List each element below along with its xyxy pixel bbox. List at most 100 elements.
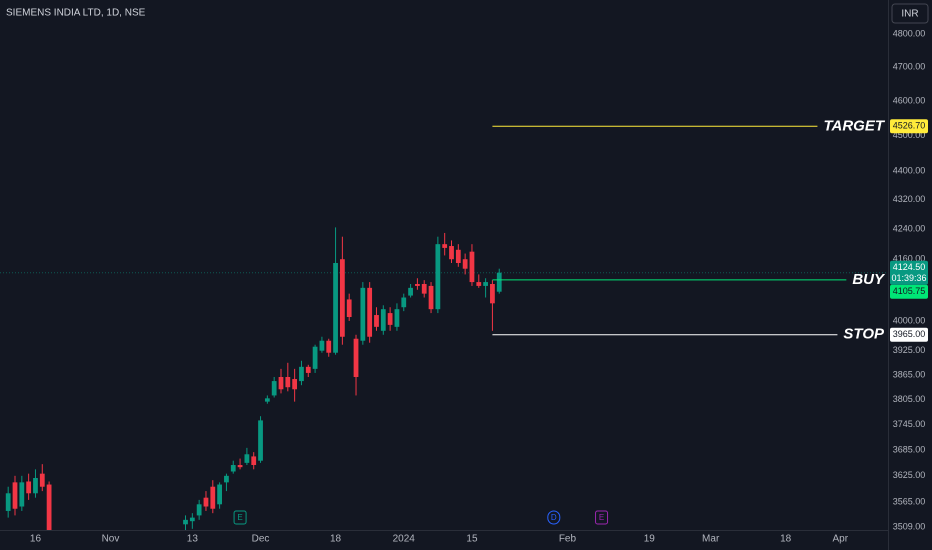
level-label: STOP xyxy=(843,326,885,343)
chart-title: SIEMENS INDIA LTD, 1D, NSE xyxy=(6,8,146,19)
candle-body xyxy=(339,259,345,337)
x-tick-label: Mar xyxy=(702,534,720,545)
y-tick-label: 3745.00 xyxy=(893,419,926,429)
candle-body xyxy=(435,244,441,310)
candle-body xyxy=(258,420,263,461)
event-label[interactable]: E xyxy=(599,513,604,522)
candle-body xyxy=(312,346,318,369)
candle-body xyxy=(203,497,209,507)
candle-body xyxy=(442,244,448,248)
x-tick-label: 2024 xyxy=(393,534,416,545)
candle-body xyxy=(483,282,488,286)
y-tick-label: 4800.00 xyxy=(893,28,926,38)
candle-body xyxy=(230,465,236,472)
x-tick-label: Feb xyxy=(559,534,577,545)
level-price-label: 4526.70 xyxy=(893,121,926,131)
y-tick-label: 4600.00 xyxy=(893,95,926,105)
candle-body xyxy=(217,484,222,505)
level-price-label: 4105.75 xyxy=(893,286,926,296)
candle-body xyxy=(46,484,52,530)
candle-body xyxy=(346,299,352,318)
candle-body xyxy=(299,366,304,382)
y-tick-label: 3625.00 xyxy=(893,470,926,480)
event-marker[interactable] xyxy=(547,510,561,525)
x-tick-label: Apr xyxy=(832,534,848,545)
y-tick-label: 3865.00 xyxy=(893,369,926,379)
y-tick-label: 3805.00 xyxy=(893,394,926,404)
candle-body xyxy=(401,297,407,308)
candle-body xyxy=(455,249,461,264)
candle-body xyxy=(490,284,495,304)
candle-body xyxy=(278,376,284,390)
y-tick-label: 4320.00 xyxy=(893,194,926,204)
candle-body xyxy=(428,285,434,310)
candle-body xyxy=(264,398,270,402)
candle-body xyxy=(462,259,468,269)
y-tick-label: 3509.00 xyxy=(893,521,926,531)
y-tick-label: 4400.00 xyxy=(893,165,926,175)
x-tick-label: Nov xyxy=(102,534,120,545)
candle-body xyxy=(244,454,250,463)
candle-body xyxy=(353,338,359,377)
x-tick-label: 13 xyxy=(187,534,199,545)
y-tick-label: 4500.00 xyxy=(893,130,926,140)
y-tick-label: 4700.00 xyxy=(893,62,926,72)
candle-body xyxy=(271,381,277,396)
candle-body xyxy=(496,272,502,292)
candle-body xyxy=(285,376,291,388)
candle-body xyxy=(33,478,38,494)
candle-body xyxy=(476,282,482,286)
candle-body xyxy=(12,482,18,509)
event-marker[interactable] xyxy=(595,510,609,525)
level-label: BUY xyxy=(852,271,886,288)
candle-body xyxy=(39,473,45,487)
candle-body xyxy=(374,315,379,327)
event-label[interactable]: D xyxy=(551,513,557,522)
x-tick-label: Dec xyxy=(252,534,270,545)
candle-body xyxy=(380,309,386,331)
candle-body xyxy=(237,465,243,468)
last-price-label: 4124.50 xyxy=(893,262,926,272)
plot-area xyxy=(0,125,888,530)
level-price-box xyxy=(890,327,928,342)
currency-label[interactable]: INR xyxy=(901,9,918,20)
x-tick-label: 18 xyxy=(780,534,792,545)
x-tick-label: 18 xyxy=(330,534,342,545)
y-tick-label: 4160.00 xyxy=(893,254,926,264)
candle-body xyxy=(26,481,32,494)
countdown-label: 01:39:36 xyxy=(891,273,926,283)
candle-body xyxy=(319,340,325,351)
candle-body xyxy=(196,504,202,516)
x-tick-label: 16 xyxy=(30,534,42,545)
axes: 3509.00 3565.00 3625.00 3685.00 3745.00 3805.… xyxy=(30,28,928,545)
level-price-box xyxy=(890,284,928,299)
candle-body xyxy=(387,313,393,325)
candle-body xyxy=(305,366,311,373)
candle-body xyxy=(19,482,25,507)
candle-body xyxy=(394,309,400,327)
y-tick-label: 4240.00 xyxy=(893,224,926,234)
y-tick-label: 4000.00 xyxy=(893,315,926,325)
candle-body xyxy=(224,475,229,483)
event-label[interactable]: E xyxy=(237,513,242,522)
candle-body xyxy=(469,251,475,283)
candle-body xyxy=(360,287,366,341)
level-label: TARGET xyxy=(823,117,885,134)
currency-button[interactable] xyxy=(891,3,929,24)
candle-body xyxy=(449,246,454,260)
level-price-box xyxy=(890,119,928,134)
y-tick-label: 3925.00 xyxy=(893,345,926,355)
candle-body xyxy=(251,456,257,466)
event-marker[interactable] xyxy=(233,510,247,525)
y-tick-label: 3685.00 xyxy=(893,444,926,454)
candle-body xyxy=(292,379,298,390)
candle-body xyxy=(415,284,420,286)
candle-body xyxy=(333,263,338,353)
level-price-label: 3965.00 xyxy=(893,329,926,339)
candle-body xyxy=(183,519,188,525)
candle-body xyxy=(408,287,413,296)
candle-body xyxy=(5,493,11,511)
